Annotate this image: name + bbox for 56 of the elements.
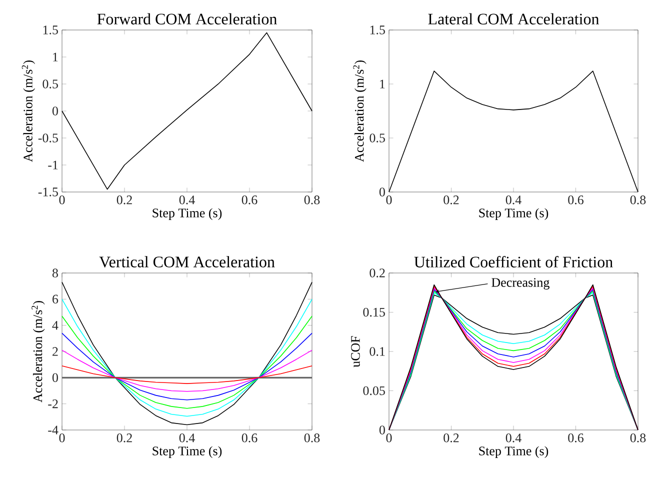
y-tick-label: 0 <box>379 426 385 434</box>
y-tick-label: 0.1 <box>370 347 385 356</box>
y-tick-label: 0 <box>52 373 58 382</box>
y-axis-title: Acceleration (m/s$^{2}$) <box>32 300 45 402</box>
y-tick-label: 0.15 <box>363 308 385 317</box>
x-axis-title: Step Time (s) <box>152 208 222 220</box>
y-tick-label: -4 <box>48 426 58 434</box>
y-tick-label: -0.5 <box>38 134 58 142</box>
x-tick-label: 0.4 <box>506 434 522 442</box>
y-axis-title: Acceleration (m/s$^{2}$) <box>353 60 366 162</box>
x-tick-label: 0.6 <box>568 196 584 204</box>
annotation: Decreasing <box>492 278 550 290</box>
x-tick-label: 0.2 <box>116 196 132 204</box>
y-axis-title: uCOF <box>351 336 360 368</box>
x-axis-title: Step Time (s) <box>152 446 222 458</box>
chart-title: Lateral COM Acceleration <box>428 13 600 24</box>
x-tick-label: 0.8 <box>304 434 320 442</box>
chart-title: Vertical COM Acceleration <box>99 256 275 268</box>
y-tick-label: -1 <box>48 160 58 170</box>
y-tick-label: 0.05 <box>363 386 385 396</box>
y-tick-label: 0 <box>379 188 385 196</box>
x-tick-label: 0.4 <box>179 196 195 204</box>
y-axis-title: Acceleration (m/s$^{2}$) <box>22 60 36 162</box>
y-tick-label: 6 <box>52 294 58 304</box>
y-tick-label: -2 <box>48 400 58 408</box>
y-tick-label: 4 <box>52 321 58 330</box>
x-tick-label: 0.8 <box>630 434 646 442</box>
y-tick-label: 0.2 <box>370 268 385 278</box>
y-tick-label: 0 <box>52 106 58 116</box>
x-tick-label: 0.6 <box>242 196 258 204</box>
x-tick-label: 0.4 <box>506 196 522 204</box>
x-tick-label: 0.6 <box>568 434 584 442</box>
x-tick-label: 0.4 <box>179 434 195 442</box>
y-tick-label: 1.5 <box>370 26 385 34</box>
x-tick-label: 0.6 <box>242 434 258 442</box>
x-tick-label: 0 <box>386 196 392 204</box>
y-tick-label: 2 <box>52 347 58 356</box>
y-tick-label: -1.5 <box>38 188 58 196</box>
chart-title: Utilized Coefficient of Friction <box>414 256 613 268</box>
y-tick-label: 1 <box>53 52 58 62</box>
x-tick-label: 0.2 <box>116 434 132 442</box>
y-tick-label: 8 <box>52 268 58 278</box>
y-tick-label: 1 <box>380 80 385 88</box>
x-tick-label: 0 <box>386 434 392 442</box>
y-tick-label: 0.5 <box>370 134 385 142</box>
x-axis-title: Step Time (s) <box>479 208 548 220</box>
x-tick-label: 0.2 <box>444 196 459 204</box>
x-axis-title: Step Time (s) <box>479 446 548 458</box>
x-tick-label: 0.8 <box>304 196 320 204</box>
chart-title: Forward COM Acceleration <box>97 13 277 24</box>
x-tick-label: 0 <box>59 196 65 204</box>
x-tick-label: 0.2 <box>444 434 459 442</box>
x-tick-label: 0 <box>59 434 65 442</box>
x-tick-label: 0.8 <box>630 196 646 204</box>
y-tick-label: 1.5 <box>43 26 58 34</box>
y-tick-label: 0.5 <box>42 80 58 88</box>
